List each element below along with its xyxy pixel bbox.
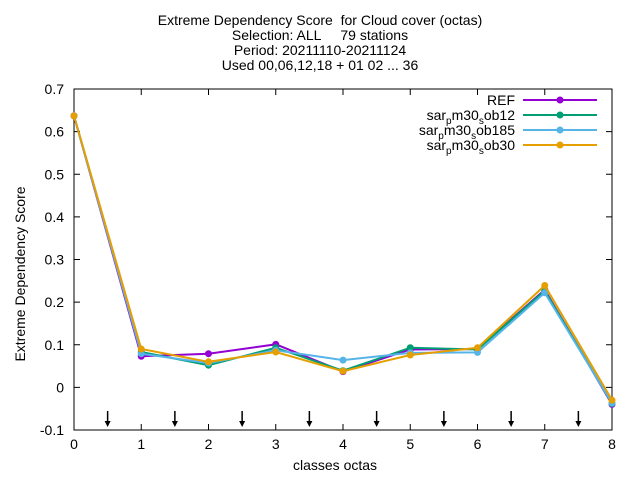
y-tick-label-8: 0.7 [45,81,65,97]
legend-marker-1 [556,111,564,119]
y-tick-label-1: 0 [56,379,64,395]
series-3-point-8 [608,396,616,404]
arrow-head-0 [104,421,111,427]
arrow-head-7 [575,421,582,427]
plot-frame [73,88,613,431]
series-3-point-3 [272,348,280,356]
legend-marker-0 [556,96,564,104]
y-tick-label-4: 0.3 [45,252,65,268]
series-3-point-6 [474,344,481,352]
x-tick-label-3: 3 [272,436,280,452]
title-line-2: Selection: ALL 79 stations [231,27,409,43]
x-tick-label-0: 0 [70,436,78,452]
legend-label-ob12: sarpm30sob12 [426,107,515,127]
arrow-head-2 [239,421,246,427]
series-3-point-4 [339,367,347,375]
y-axis-title: Extreme Dependency Score [12,186,28,362]
title-line-3: Period: 20211110-20211124 [233,42,407,58]
x-tick-label-2: 2 [205,436,213,452]
series-3-point-7 [541,282,549,290]
series-1-point-5 [406,344,414,352]
arrow-head-5 [440,421,447,427]
arrow-head-1 [171,421,178,427]
series-2-point-4 [339,356,347,364]
x-axis-title: classes octas [293,457,378,473]
series-3-point-5 [406,351,414,359]
y-tick-label-0: -0.1 [40,422,64,438]
arrow-head-6 [508,421,515,427]
x-tick-label-4: 4 [339,436,347,452]
y-tick-label-7: 0.6 [45,124,65,140]
y-tick-label-3: 0.2 [45,294,65,310]
series-2-point-7 [541,289,549,297]
x-tick-label-6: 6 [474,436,482,452]
series-3-point-1 [137,345,145,353]
y-tick-label-5: 0.4 [45,209,65,225]
x-tick-label-1: 1 [137,436,145,452]
legend-marker-3 [556,141,564,149]
x-tick-label-7: 7 [541,436,549,452]
title-line-1: Extreme Dependency Score for Cloud cover… [157,12,483,28]
legend-marker-2 [556,126,564,134]
arrow-head-4 [373,421,380,427]
series-3-point-2 [205,358,212,366]
y-tick-label-2: 0.1 [45,337,65,353]
legend-label-ob30: sarpm30sob30 [426,137,515,157]
x-tick-label-5: 5 [406,436,414,452]
legend-label-ob185: sarpm30sob185 [418,122,515,142]
series-0-point-2 [205,350,212,358]
y-tick-label-6: 0.5 [45,166,65,182]
legend-label-ref: REF [487,92,515,108]
arrow-head-3 [306,421,313,427]
title-line-4: Used 00,06,12,18 + 01 02 ... 36 [221,57,419,73]
series-3-point-0 [70,112,78,120]
x-tick-label-8: 8 [608,436,616,452]
